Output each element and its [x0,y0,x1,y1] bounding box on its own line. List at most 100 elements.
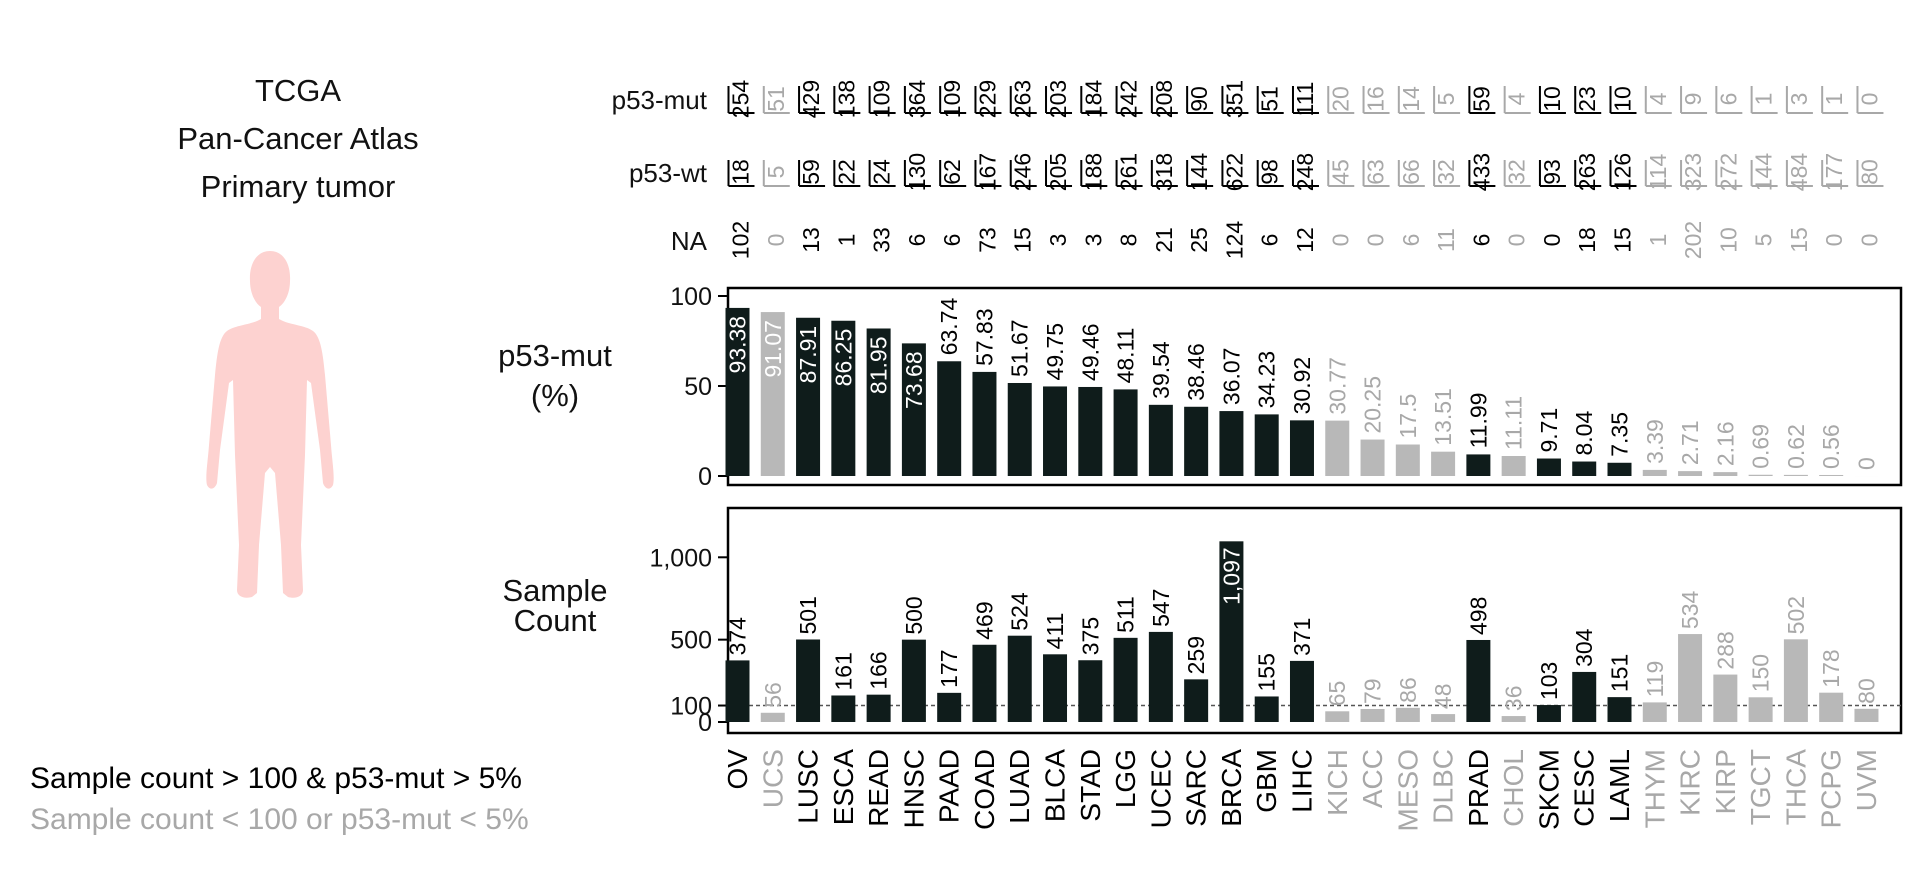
row-value: 25 [1186,227,1212,253]
row-value: 111 [1292,82,1318,117]
bar [1360,708,1385,722]
bar [1678,471,1703,476]
row-value: 6 [904,234,930,247]
data-label: 375 [1077,617,1103,655]
bar [1219,541,1244,722]
row-value: 364 [904,80,930,119]
row-value: 126 [1610,153,1636,191]
bar [1819,474,1844,476]
title-line: TCGA [254,73,342,108]
row-value: 59 [798,159,824,185]
bar [1572,461,1597,476]
data-label: 155 [1254,653,1280,691]
data-label: 511 [1113,596,1139,633]
y-axis-label: Sample [502,573,607,608]
data-label: 13.51 [1430,388,1456,446]
row-value: 0 [1363,234,1389,247]
row-value: 45 [1327,159,1353,185]
bar [1395,707,1420,722]
data-label: 38.46 [1183,343,1209,401]
row-label-p53_wt: p53-wt [629,158,708,188]
row-value: 109 [939,80,965,118]
bar [1113,637,1138,722]
row-value: 6 [1398,234,1424,247]
row-value: 10 [1610,86,1636,112]
data-label: 11.99 [1465,393,1491,449]
data-label: 502 [1783,596,1809,634]
bar [1078,660,1103,722]
bar [1783,639,1808,722]
row-label-na: NA [671,226,708,256]
data-label: 501 [795,596,821,634]
data-label: 2.71 [1677,420,1703,465]
row-value: 18 [728,159,754,185]
title-line: Pan-Cancer Atlas [177,121,419,156]
row-value: 351 [1221,80,1247,118]
bar [796,639,821,722]
category-label: TGCT [1745,749,1776,825]
bar [1395,444,1420,476]
category-label: LIHC [1286,749,1317,813]
row-value: 205 [1045,153,1071,191]
data-label: 30.77 [1324,357,1350,415]
data-label: 547 [1148,589,1174,627]
category-label: LUAD [1004,749,1035,824]
category-label: DLBC [1428,749,1459,824]
row-value: 13 [798,227,824,253]
row-value: 33 [869,227,895,253]
data-label: 80 [1853,678,1879,704]
row-value: 323 [1680,153,1706,191]
data-label: 500 [901,596,927,634]
bar [1713,472,1738,476]
category-label: ESCA [828,749,859,826]
bar [866,694,891,722]
bar [1819,692,1844,722]
data-label: 81.95 [866,336,892,394]
category-label: BLCA [1040,749,1071,822]
data-label: 524 [1007,592,1033,631]
y-axis-label: p53-mut [498,338,612,373]
row-value: 63 [1363,159,1389,185]
data-label: 161 [830,652,856,690]
bar [1043,386,1068,476]
row-value: 263 [1574,153,1600,191]
row-value: 4 [1645,92,1671,105]
bar [937,692,962,722]
data-label: 374 [725,617,751,656]
bar [1325,711,1350,722]
data-label: 2.16 [1712,421,1738,466]
row-value: 93 [1539,159,1565,185]
row-p53_mut: p53-mut 254 51 429 138 109 364 109 229 263 203 184 2… [612,80,1884,119]
category-label: THCA [1780,749,1811,826]
bar [1078,386,1103,476]
data-label: 56 [760,682,786,708]
data-label: 11.11 [1501,396,1527,450]
category-label: MESO [1392,749,1423,831]
row-value: 21 [1151,227,1177,253]
data-label: 1,097 [1218,547,1244,605]
row-value: 144 [1751,153,1777,192]
bar [1748,474,1773,476]
bar [1184,406,1209,476]
bar [1148,631,1173,722]
row-p53_wt: p53-wt 18 5 59 22 24 130 62 167 246 205 188 261 318 14… [629,153,1884,192]
data-label: 0.69 [1748,424,1774,469]
category-label: CHOL [1498,749,1529,827]
bar [1536,458,1561,476]
row-value: 3 [1786,93,1812,106]
bar [1007,382,1032,476]
row-value: 102 [728,221,754,259]
row-value: 254 [728,80,754,119]
bar [901,343,926,476]
human-figure-icon [206,251,334,598]
row-value: 1 [1645,234,1671,247]
data-label: 39.54 [1148,341,1174,399]
row-value: 66 [1398,159,1424,185]
row-value: 3 [1080,234,1106,247]
row-value: 184 [1080,80,1106,119]
row-value: 8 [1116,234,1142,247]
y-tick-label: 0 [698,709,712,737]
data-label: 87.91 [795,326,821,384]
data-label: 498 [1465,597,1491,635]
